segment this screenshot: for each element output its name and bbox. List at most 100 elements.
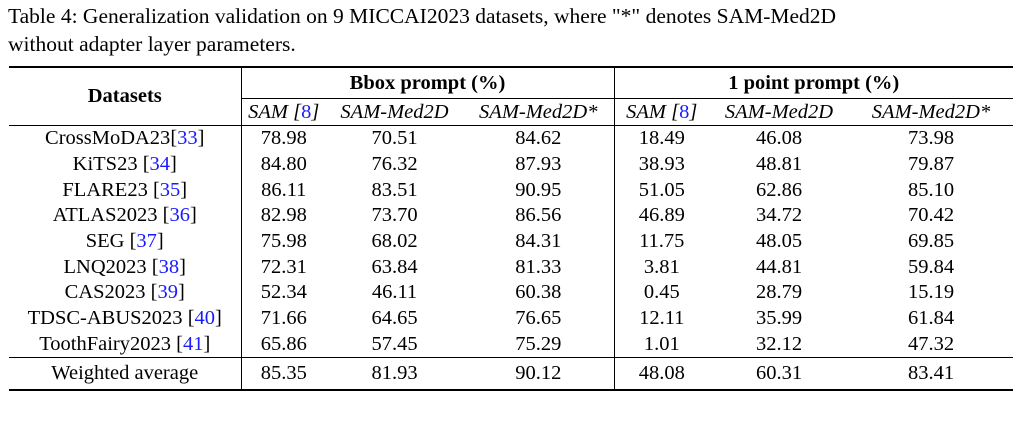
value-cell: 35.99 — [755, 307, 803, 330]
value-cell: 63.84 — [371, 255, 418, 278]
value-cell: 0.45 — [643, 281, 680, 304]
value-cell: 64.65 — [371, 307, 418, 330]
value-cell: 71.66 — [260, 307, 307, 330]
dataset-name: LNQ2023 — [63, 255, 147, 278]
caption-line-1: Table 4: Generalization validation on 9 … — [8, 4, 837, 28]
value-cell: 3.81 — [643, 255, 680, 278]
dataset-name: Weighted average — [51, 362, 199, 385]
dataset-name: CrossMoDA23 — [45, 127, 171, 150]
value-cell: 81.33 — [463, 254, 615, 281]
value-cell: 46.08 — [755, 127, 803, 150]
citation-link[interactable]: 34 — [149, 153, 171, 176]
value-cell: 81.93 — [326, 357, 463, 392]
citation-link[interactable]: 38 — [158, 255, 180, 278]
dataset-cell: Weighted average — [9, 357, 242, 392]
value-cell: 11.75 — [639, 230, 685, 253]
table-caption: Table 4: Generalization validation on 9 … — [8, 2, 1018, 58]
citation-link[interactable]: 8 — [301, 100, 312, 123]
table-row: FLARE23 [35] 86.11 83.51 90.95 51.05 62.86 85.… — [9, 177, 1013, 204]
value-cell: 60.38 — [463, 280, 615, 306]
dataset-cell: CrossMoDA23[33] — [9, 125, 242, 152]
table-row: CrossMoDA23[33] 78.98 70.51 84.62 18.49 46.08… — [9, 125, 1013, 152]
table-row: ATLAS2023 [36] 82.98 73.70 86.56 46.89 34.72 7… — [9, 203, 1013, 229]
value-cell: 46.11 — [371, 281, 418, 304]
dataset-cell: ATLAS2023 [36] — [9, 203, 242, 229]
value-cell: 18.49 — [638, 127, 685, 150]
value-cell: 69.85 — [907, 230, 955, 253]
results-table: Datasets Bbox prompt (%) 1 point prompt … — [9, 66, 1013, 392]
value-cell: 62.86 — [755, 178, 803, 201]
method-header: SAM-Med2D* — [849, 99, 1013, 126]
method-name: SAM-Med2D — [724, 100, 834, 123]
value-cell: 90.12 — [463, 357, 615, 392]
citation-link[interactable]: 35 — [159, 178, 181, 201]
table-row: KiTS23 [34] 84.80 76.32 87.93 38.93 48.81 79.8… — [9, 151, 1013, 178]
citation-link[interactable]: 8 — [679, 100, 690, 123]
citation-link[interactable]: 37 — [136, 230, 157, 253]
value-cell: 82.98 — [260, 204, 307, 227]
dataset-cell: LNQ2023 [38] — [9, 254, 242, 281]
dataset-cell: KiTS23 [34] — [9, 151, 242, 178]
value-cell: 61.84 — [907, 307, 955, 330]
citation-link[interactable]: 36 — [169, 204, 190, 227]
value-cell: 34.72 — [755, 204, 803, 227]
datasets-header: Datasets — [9, 67, 242, 126]
value-cell: 72.31 — [260, 255, 307, 278]
value-cell: 87.93 — [463, 151, 615, 178]
caption-line-2: without adapter layer parameters. — [8, 32, 296, 56]
value-cell: 76.32 — [371, 153, 418, 176]
header-row-methods: SAM [8] SAM-Med2D SAM-Med2D* SAM [8] SAM-Med… — [9, 98, 1013, 126]
table-row: TDSC-ABUS2023 [40] 71.66 64.65 76.65 12.11 35… — [9, 305, 1013, 332]
dataset-name: ToothFairy2023 — [39, 332, 172, 355]
value-cell: 1.01 — [643, 332, 680, 355]
value-cell: 15.19 — [907, 281, 955, 304]
citation-link[interactable]: 33 — [177, 127, 198, 150]
bbox-prompt-header: Bbox prompt (%) — [241, 67, 615, 99]
value-cell: 52.34 — [260, 281, 307, 304]
citation-link[interactable]: 39 — [157, 281, 179, 304]
method-name: SAM-Med2D* — [479, 100, 598, 123]
dataset-cell: FLARE23 [35] — [9, 177, 242, 204]
value-cell: 79.87 — [907, 153, 955, 176]
value-cell: 73.70 — [371, 204, 418, 227]
header-row-groups: Datasets Bbox prompt (%) 1 point prompt … — [9, 67, 1013, 126]
value-cell: 84.62 — [463, 125, 615, 152]
method-header: SAM [8] — [626, 100, 698, 123]
value-cell: 84.80 — [260, 153, 307, 176]
dataset-name: CAS2023 — [64, 281, 146, 304]
method-header: SAM-Med2D — [709, 99, 849, 126]
value-cell: 75.29 — [463, 331, 615, 358]
value-cell: 60.31 — [709, 357, 849, 392]
value-cell: 68.02 — [371, 230, 418, 253]
table-row: SEG [37] 75.98 68.02 84.31 11.75 48.05 69.85 — [9, 228, 1013, 255]
value-cell: 12.11 — [639, 307, 685, 330]
method-name: SAM-Med2D* — [871, 100, 991, 123]
method-header: SAM-Med2D — [326, 99, 463, 126]
value-cell: 70.51 — [371, 127, 418, 150]
dataset-cell: SEG [37] — [9, 228, 242, 255]
value-cell: 86.56 — [463, 203, 615, 229]
table-row: CAS2023 [39] 52.34 46.11 60.38 0.45 28.79 15.1… — [9, 280, 1013, 306]
citation-link[interactable]: 41 — [182, 332, 204, 355]
method-header: SAM-Med2D* — [463, 98, 615, 126]
value-cell: 85.35 — [241, 357, 326, 392]
value-cell: 83.51 — [371, 178, 418, 201]
method-name: SAM — [248, 100, 288, 123]
value-cell: 44.81 — [755, 255, 803, 278]
dataset-name: SEG — [85, 230, 125, 253]
value-cell: 46.89 — [638, 204, 685, 227]
dataset-cell: TDSC-ABUS2023 [40] — [9, 305, 242, 332]
citation-link[interactable]: 40 — [194, 307, 216, 330]
value-cell: 85.10 — [907, 178, 955, 201]
dataset-name: ATLAS2023 — [52, 204, 158, 227]
dataset-name: KiTS23 — [72, 153, 138, 176]
value-cell: 75.98 — [260, 230, 307, 253]
table-row: ToothFairy2023 [41] 65.86 57.45 75.29 1.01 32… — [9, 331, 1013, 358]
value-cell: 83.41 — [849, 357, 1013, 392]
value-cell: 73.98 — [907, 127, 955, 150]
value-cell: 76.65 — [463, 305, 615, 332]
value-cell: 86.11 — [261, 178, 307, 201]
value-cell: 47.32 — [907, 332, 955, 355]
dataset-cell: CAS2023 [39] — [9, 280, 242, 306]
dataset-name: TDSC-ABUS2023 — [27, 307, 183, 330]
